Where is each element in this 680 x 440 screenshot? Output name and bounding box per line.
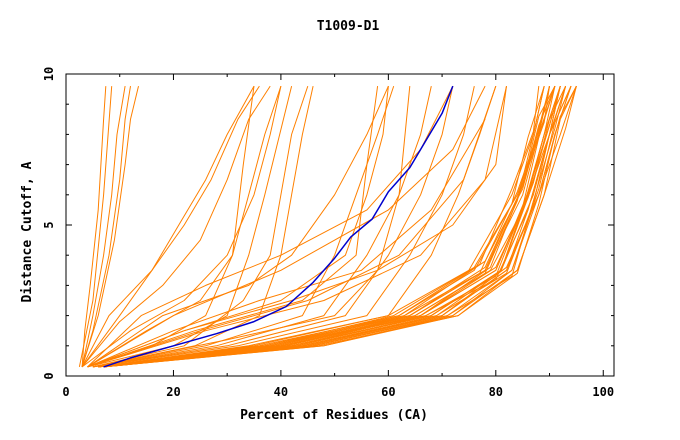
y-tick-label-0: 0 — [42, 372, 56, 379]
series-line-model-52 — [98, 85, 556, 368]
x-tick-label-40: 40 — [274, 385, 288, 399]
series-line-model-51 — [98, 86, 550, 368]
series-line-model-25 — [87, 85, 486, 368]
series-line-model-19 — [92, 85, 475, 368]
highlight-line-group — [103, 85, 454, 368]
series-line-model-22 — [87, 86, 389, 368]
y-tick-label-5: 5 — [42, 221, 56, 228]
chart-title: T1009-D1 — [317, 19, 380, 34]
series-line-model-50 — [103, 85, 577, 368]
y-axis-label: Distance Cutoff, A — [20, 161, 35, 302]
series-line-model-16 — [92, 85, 395, 368]
series-line-model-06 — [81, 85, 260, 368]
series-line-model-05 — [78, 86, 113, 367]
y-tick-label-10: 10 — [42, 67, 56, 81]
model-lines — [78, 85, 577, 368]
series-line-model-49 — [98, 86, 540, 368]
series-line-model-58 — [98, 85, 561, 368]
x-tick-labels: 0 20 40 60 80 100 — [62, 385, 614, 399]
series-line-model-17 — [92, 85, 432, 368]
series-line-model-55 — [98, 85, 567, 368]
series-line-model-08 — [81, 85, 282, 368]
series-line-model-07 — [81, 85, 271, 368]
x-tick-label-80: 80 — [489, 385, 503, 399]
series-line-model-13 — [92, 85, 309, 368]
series-line-model-59 — [98, 85, 561, 368]
series-line-model-15 — [87, 85, 389, 368]
highlight-line — [103, 85, 454, 368]
series-line-model-46 — [98, 85, 545, 368]
series-line-model-53 — [103, 85, 572, 368]
x-tick-label-0: 0 — [62, 385, 69, 399]
series-line-model-29 — [87, 86, 507, 368]
series-line-model-26 — [87, 85, 507, 368]
x-tick-label-20: 20 — [166, 385, 180, 399]
x-axis-label: Percent of Residues (CA) — [240, 408, 428, 423]
series-line-model-10 — [81, 85, 255, 368]
series-line-model-03 — [81, 86, 131, 368]
series-line-model-18 — [92, 85, 454, 368]
series-line-model-24 — [87, 86, 379, 368]
series-line-model-04 — [81, 85, 139, 368]
series-line-model-56 — [98, 85, 545, 368]
x-tick-label-100: 100 — [592, 385, 614, 399]
series-line-model-39 — [98, 85, 545, 368]
y-tick-labels: 0 5 10 — [42, 67, 56, 380]
series-line-model-36 — [98, 85, 550, 368]
series-line-model-60 — [98, 85, 556, 368]
plot-frame — [65, 73, 615, 377]
series-line-model-57 — [103, 85, 577, 368]
x-tick-label-60: 60 — [381, 385, 395, 399]
series-line-model-02 — [81, 86, 126, 368]
series-line-model-21 — [87, 85, 497, 368]
series-line-model-28 — [87, 119, 486, 368]
series-line-model-01 — [81, 86, 107, 367]
